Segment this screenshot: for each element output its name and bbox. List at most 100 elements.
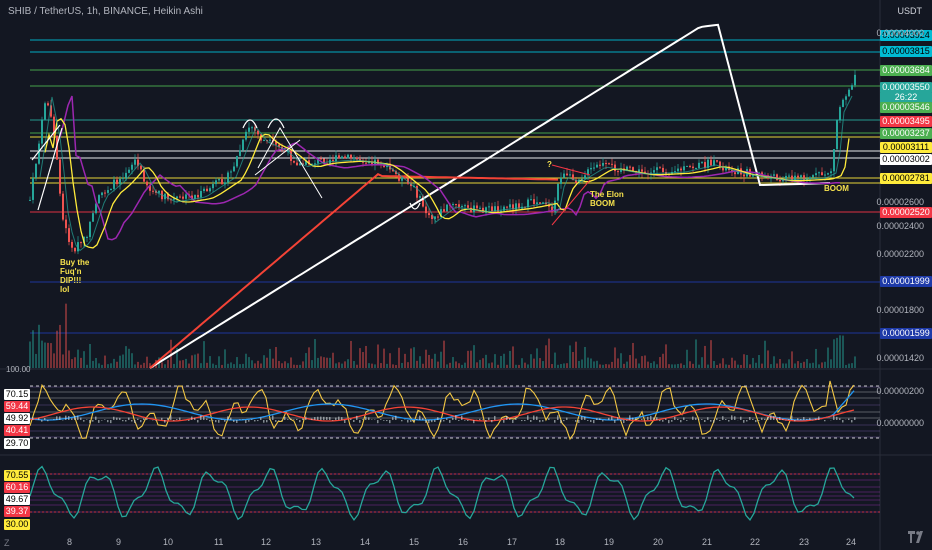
osc1-hist (368, 417, 370, 420)
candle-body (491, 206, 493, 212)
candle-body (830, 171, 832, 174)
symbol-header[interactable]: SHIB / TetherUS, 1h, BINANCE, Heikin Ash… (8, 6, 203, 17)
candle-body (38, 143, 40, 164)
volume-bar (632, 342, 634, 368)
volume-bar (668, 364, 670, 368)
osc1-hist (542, 420, 544, 422)
candle-body (473, 205, 475, 213)
osc1-blue (29, 390, 855, 421)
candle-body (818, 172, 820, 174)
candle-body (137, 159, 139, 166)
volume-bar (845, 364, 847, 368)
volume-bar (383, 348, 385, 368)
volume-bar (176, 347, 178, 368)
volume-bar (221, 364, 223, 368)
candle-body (614, 164, 616, 172)
volume-bar (89, 343, 91, 368)
volume-bar (395, 364, 397, 368)
volume-bar (521, 358, 523, 368)
volume-bar (698, 364, 700, 368)
osc1-hist (188, 420, 190, 421)
osc1-hist (131, 420, 133, 422)
volume-bar (530, 354, 532, 368)
volume-bar (776, 363, 778, 368)
osc1-hist (233, 420, 235, 422)
candle-body (77, 242, 79, 252)
osc1-hist (317, 416, 319, 420)
candle-body (842, 99, 844, 108)
osc1-hist (329, 417, 331, 420)
candle-body (662, 167, 664, 173)
candle-body (440, 209, 442, 217)
osc1-hist (134, 420, 136, 423)
volume-bar (413, 347, 415, 368)
osc1-hist (722, 416, 724, 420)
volume-bar (701, 357, 703, 368)
osc2-level-tag: 49.67 (4, 494, 30, 505)
osc1-hist (842, 420, 844, 423)
osc1-hist (335, 417, 337, 420)
osc1-hist (803, 417, 805, 420)
osc1-hist (527, 415, 529, 420)
volume-bar (824, 361, 826, 368)
volume-bar (743, 354, 745, 368)
osc1-hist (41, 420, 43, 422)
volume-bar (827, 347, 829, 368)
volume-bar (770, 364, 772, 368)
candle-body (107, 190, 109, 193)
volume-bar (38, 324, 40, 368)
candle-body (851, 85, 853, 90)
volume-bar (128, 348, 130, 368)
osc1-hist (668, 420, 670, 424)
osc1-hist (788, 419, 790, 420)
osc1-hist (839, 418, 841, 420)
time-axis-label: 15 (409, 537, 420, 547)
osc1-hist (128, 417, 130, 420)
volume-bar (386, 363, 388, 368)
candle-body (344, 156, 346, 159)
osc1-hist (362, 419, 364, 420)
volume-bar (788, 359, 790, 368)
candle-body (479, 207, 481, 209)
volume-bar (380, 363, 382, 368)
price-axis-label: 0.00002400 (876, 221, 924, 231)
osc1-hist (254, 420, 256, 422)
zoom-button[interactable]: Z (4, 538, 10, 548)
candle-body (41, 119, 43, 144)
volume-bar (557, 364, 559, 368)
candle-body (779, 180, 781, 182)
volume-bar (482, 358, 484, 368)
volume-bar (806, 358, 808, 368)
osc1-hist (779, 416, 781, 420)
osc1-hist (440, 420, 442, 423)
volume-bar (338, 362, 340, 368)
osc1-hist (248, 420, 250, 422)
volume-bar (593, 361, 595, 368)
volume-bar (86, 364, 88, 368)
candle-body (461, 205, 463, 207)
ma-teal (39, 95, 853, 252)
volume-bar (533, 358, 535, 368)
volume-bar (782, 363, 784, 368)
candle-body (443, 209, 445, 212)
osc1-hist (218, 420, 220, 423)
candle-body (437, 216, 439, 218)
currency-label[interactable]: USDT (897, 6, 923, 16)
candle-body (44, 103, 46, 120)
volume-bar (422, 363, 424, 368)
osc1-hist (485, 420, 487, 422)
candle-body (824, 174, 826, 176)
osc1-hist (494, 415, 496, 420)
candle-body (167, 193, 169, 200)
osc1-hist (323, 416, 325, 420)
candle-body (476, 205, 478, 209)
volume-bar (449, 362, 451, 368)
candle-body (575, 179, 577, 184)
volume-bar (254, 363, 256, 368)
volume-bar (143, 362, 145, 368)
osc1-hist (602, 420, 604, 422)
candle-body (695, 167, 697, 169)
volume-bar (116, 361, 118, 368)
osc1-hist (263, 420, 265, 423)
